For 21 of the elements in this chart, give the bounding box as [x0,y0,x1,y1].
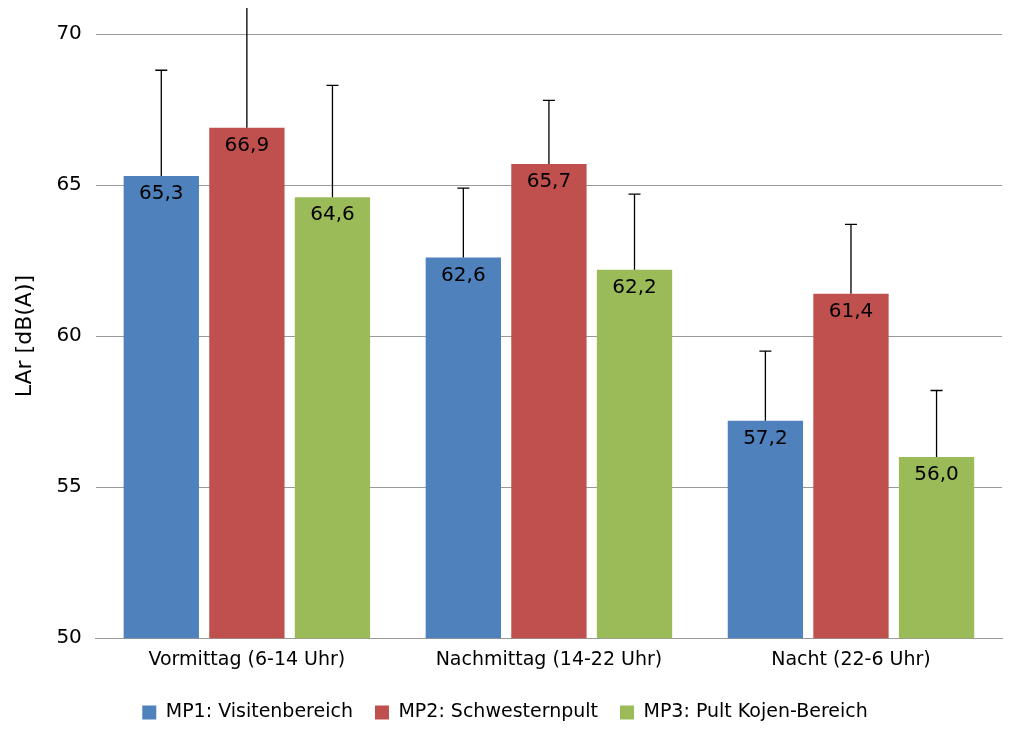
y-axis-title: LAr [dB(A)] [10,274,36,398]
y-tick-label: 65 [56,171,82,196]
x-tick-label: Nachmittag (14-22 Uhr) [435,646,663,669]
text: 64,6 [310,201,355,226]
legend-label: MP3: Pult Kojen-Bereich [643,699,868,722]
text: 56,0 [914,461,959,486]
legend-label: MP2: Schwesternpult [398,699,599,722]
text: 61,4 [828,298,874,323]
y-tick-label: 50 [56,624,82,649]
y-tick-label: 55 [56,473,82,498]
y-tick-label: 70 [56,20,82,45]
text: 66,9 [224,131,270,156]
text: 62,6 [441,261,486,286]
y-tick-label: 60 [56,322,82,347]
text: 65,7 [526,168,572,193]
legend-label: MP1: Visitenbereich [165,699,353,722]
x-tick-label: Nacht (22-6 Uhr) [771,646,931,669]
text: 57,2 [743,424,788,449]
text: 65,3 [139,180,184,205]
x-tick-label: Vormittag (6-14 Uhr) [148,646,346,669]
text: 62,2 [612,273,657,298]
